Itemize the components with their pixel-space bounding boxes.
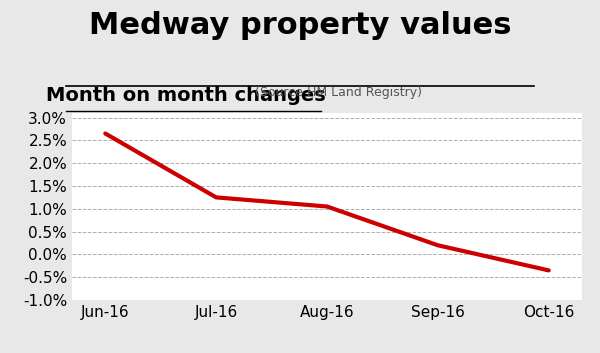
Text: Month on month changes: Month on month changes [46,86,326,106]
Text: Medway property values: Medway property values [89,11,511,40]
Text: (Source HM Land Registry): (Source HM Land Registry) [256,86,422,100]
